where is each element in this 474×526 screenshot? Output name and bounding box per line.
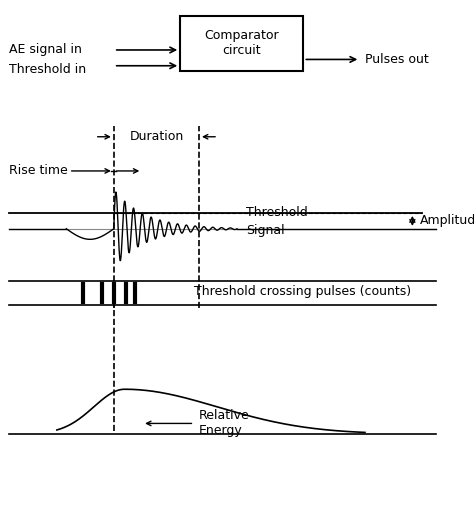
Text: Amplitude: Amplitude (419, 215, 474, 227)
Text: Threshold in: Threshold in (9, 63, 87, 76)
Text: Signal: Signal (246, 225, 285, 237)
Text: Threshold crossing pulses (counts): Threshold crossing pulses (counts) (194, 286, 411, 298)
Text: Threshold: Threshold (246, 206, 308, 219)
Text: Comparator
circuit: Comparator circuit (204, 29, 279, 57)
Bar (180, 16, 303, 71)
Text: Rise time: Rise time (9, 165, 68, 177)
Text: Relative
Energy: Relative Energy (199, 409, 250, 438)
Text: Duration: Duration (129, 130, 183, 143)
Text: Pulses out: Pulses out (365, 53, 428, 66)
Text: AE signal in: AE signal in (9, 44, 82, 56)
